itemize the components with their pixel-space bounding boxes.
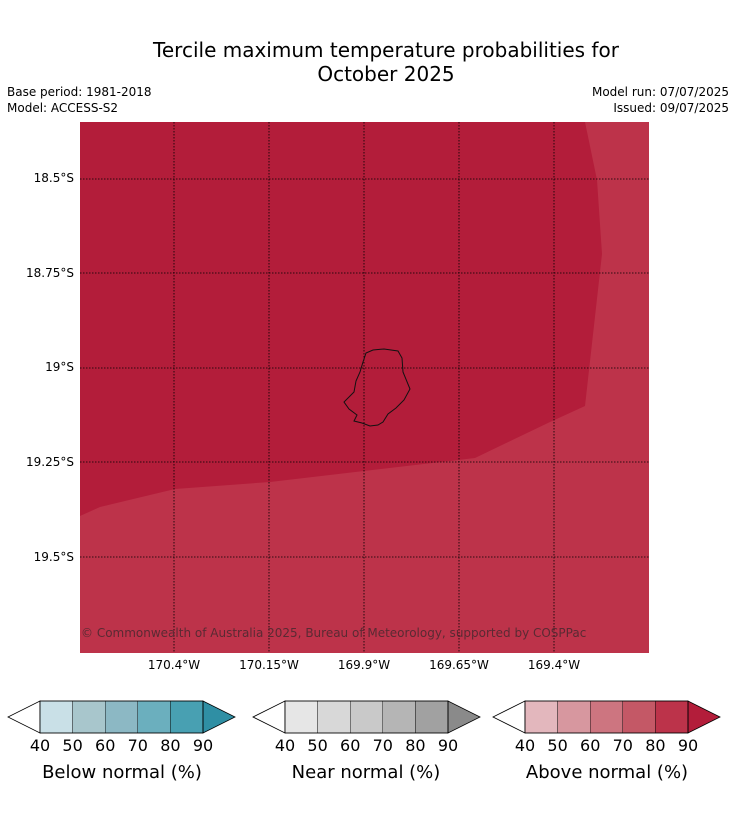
colorbar-cell (655, 700, 689, 734)
lon-label-169-4: 169.4°W (527, 658, 581, 672)
colorbar-arrow (447, 700, 481, 734)
tick: 40 (274, 736, 296, 755)
colorbar-near-label: Near normal (%) (291, 762, 441, 783)
colorbar-cell (382, 700, 416, 734)
colorbar-cell (137, 700, 171, 734)
map-panel (80, 122, 649, 653)
model-name: Model: ACCESS-S2 (7, 101, 119, 115)
tick: 80 (405, 736, 426, 755)
title-line-1: Tercile maximum temperature probabilitie… (153, 38, 619, 62)
tick: 40 (29, 736, 51, 755)
tick: 70 (612, 736, 633, 755)
copyright-notice: © Commonwealth of Australia 2025, Bureau… (81, 626, 587, 640)
tick: 60 (340, 736, 361, 755)
lat-label-19-25: 19.25°S (26, 455, 74, 469)
model-run: Model run: 07/07/2025 (591, 85, 729, 99)
tick: 50 (307, 736, 328, 755)
colorbar-below (7, 700, 236, 734)
map-region-above-90 (80, 122, 602, 516)
colorbar-cell (622, 700, 656, 734)
tick: 90 (437, 736, 459, 755)
tick: 40 (514, 736, 536, 755)
island-coastline (343, 348, 411, 427)
lon-label-169-9: 169.9°W (337, 658, 391, 672)
tick: 50 (547, 736, 568, 755)
lat-label-19-5: 19.5°S (33, 550, 74, 564)
colorbar-cell (39, 700, 73, 734)
tick: 50 (62, 736, 83, 755)
colorbar-near (252, 700, 481, 734)
colorbar-cell (284, 700, 318, 734)
colorbar-cell (349, 700, 383, 734)
meta-right: Model run: 07/07/2025 Issued: 09/07/2025 (592, 84, 729, 116)
chart-title: Tercile maximum temperature probabilitie… (0, 38, 736, 86)
base-period: Base period: 1981-2018 (7, 85, 152, 99)
tick: 60 (580, 736, 601, 755)
meta-left: Base period: 1981-2018 Model: ACCESS-S2 (7, 84, 152, 116)
tick: 80 (645, 736, 666, 755)
colorbar-cell (170, 700, 204, 734)
colorbar-cell (524, 700, 558, 734)
colorbar-cell (317, 700, 351, 734)
colorbar-arrow (687, 700, 721, 734)
colorbar-cell (415, 700, 449, 734)
tick: 90 (192, 736, 214, 755)
lat-label-18-75: 18.75°S (26, 266, 74, 280)
colorbar-above-label: Above normal (%) (525, 762, 689, 783)
colorbar-cell (104, 700, 138, 734)
tick: 60 (95, 736, 116, 755)
lon-label-169-65: 169.65°W (429, 658, 489, 672)
colorbar-above (492, 700, 721, 734)
tick: 80 (160, 736, 181, 755)
colorbar-cell (589, 700, 623, 734)
tick: 70 (127, 736, 148, 755)
colorbar-below-label: Below normal (%) (42, 762, 202, 783)
colorbar-cell (557, 700, 591, 734)
issued-date: Issued: 09/07/2025 (613, 101, 729, 115)
colorbar-arrow (202, 700, 236, 734)
tick: 90 (677, 736, 699, 755)
lon-label-170-15: 170.15°W (239, 658, 299, 672)
lat-label-19: 19°S (45, 360, 74, 374)
title-line-2: October 2025 (317, 62, 455, 86)
tick: 70 (372, 736, 393, 755)
gridlines (80, 122, 649, 653)
lat-label-18-5: 18.5°S (33, 171, 74, 185)
lon-label-170-4: 170.4°W (147, 658, 201, 672)
colorbar-cell (72, 700, 106, 734)
